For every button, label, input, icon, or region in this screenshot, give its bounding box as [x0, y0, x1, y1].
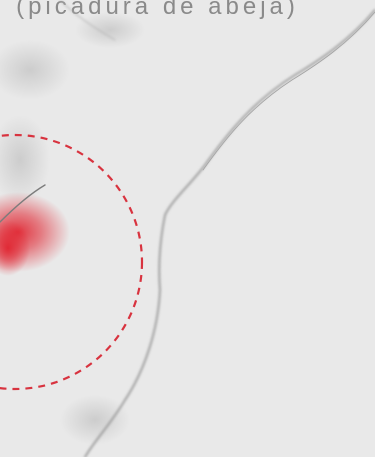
hand-outline: [84, 9, 375, 457]
shading-left: [0, 115, 50, 205]
sketch-stroke-top: [59, 0, 116, 41]
sting-redness-core: [0, 220, 30, 276]
shading-bottom: [60, 395, 130, 445]
skin-crease: [0, 184, 46, 223]
hand-outline-secondary: [202, 11, 375, 171]
caption-text: (picadura de abeja): [16, 0, 299, 20]
shading-top: [75, 12, 145, 48]
highlight-circle: [0, 133, 144, 391]
shading-top-left: [0, 40, 70, 100]
